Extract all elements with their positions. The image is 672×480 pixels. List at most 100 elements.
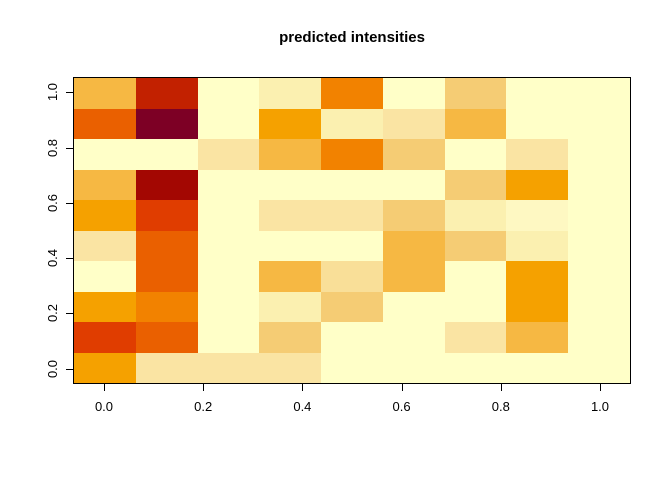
heatmap-cell (444, 352, 507, 383)
heatmap-cell (321, 230, 383, 261)
x-tick-label: 0.8 (491, 399, 510, 414)
heatmap-cell (382, 169, 445, 200)
heatmap-cell (321, 169, 383, 200)
x-tick-label: 0.0 (94, 399, 114, 414)
heatmap-cell (197, 261, 260, 292)
heatmap-cell (74, 291, 136, 322)
heatmap-cell (444, 139, 507, 170)
heatmap-cell (259, 230, 322, 261)
heatmap-cell (506, 169, 569, 200)
heatmap-cell (382, 352, 445, 383)
heatmap-cell (506, 139, 569, 170)
heatmap-cell (506, 78, 569, 109)
heatmap-cell (197, 108, 260, 139)
heatmap-cell (506, 322, 569, 353)
y-tick-label: 0.2 (45, 304, 60, 323)
heatmap-cell (197, 322, 260, 353)
heatmap-cell (259, 291, 322, 322)
x-tick-label: 0.4 (293, 399, 312, 414)
x-tick-label: 0.2 (194, 399, 213, 414)
heatmap-cell (568, 322, 630, 353)
heatmap-cell (321, 261, 383, 292)
heatmap-cell (568, 139, 630, 170)
y-tick (66, 313, 73, 315)
heatmap-cell (259, 261, 322, 292)
heatmap-cell (197, 200, 260, 231)
heatmap-cell (321, 108, 383, 139)
heatmap-cell (197, 291, 260, 322)
heatmap-cell (321, 322, 383, 353)
heatmap-cell (135, 230, 198, 261)
heatmap-cell (321, 78, 383, 109)
heatmap-cell (568, 261, 630, 292)
x-tick-label: 0.6 (392, 399, 411, 414)
heatmap-cell (382, 261, 445, 292)
heatmap-cell (568, 200, 630, 231)
heatmap-cell (444, 322, 507, 353)
heatmap-plot-area (73, 77, 631, 384)
heatmap-cell (382, 230, 445, 261)
heatmap-cell (506, 108, 569, 139)
heatmap-cell (444, 78, 507, 109)
y-tick-label: 0.8 (45, 138, 60, 157)
heatmap-cell (74, 352, 136, 383)
heatmap-cell (74, 108, 136, 139)
heatmap-cell (135, 108, 198, 139)
heatmap-cell (382, 200, 445, 231)
y-tick-label: 0.4 (45, 249, 60, 268)
x-tick (104, 384, 105, 391)
y-tick (66, 258, 73, 260)
heatmap-cell (74, 322, 136, 353)
heatmap-cell (321, 200, 383, 231)
heatmap-cell (74, 230, 136, 261)
heatmap-cell (444, 169, 507, 200)
heatmap-cell (74, 78, 136, 109)
heatmap-cell (259, 108, 322, 139)
heatmap-cell (197, 169, 260, 200)
heatmap-cell (444, 291, 507, 322)
heatmap-cell (259, 169, 322, 200)
x-tick (203, 384, 205, 391)
heatmap-cell (382, 78, 445, 109)
heatmap-cell (135, 200, 198, 231)
y-tick-label: 0.0 (45, 359, 60, 378)
heatmap-cell (197, 230, 260, 261)
heatmap-cell (197, 352, 260, 383)
heatmap-cell (444, 108, 507, 139)
heatmap-cell (321, 291, 383, 322)
heatmap-cell (506, 261, 569, 292)
heatmap-cell (506, 230, 569, 261)
heatmap-cell (568, 78, 630, 109)
heatmap-cell (444, 200, 507, 231)
heatmap-cell (135, 169, 198, 200)
heatmap-cell (506, 352, 569, 383)
heatmap-cell (135, 139, 198, 170)
heatmap-cell (444, 230, 507, 261)
heatmap-cell (135, 261, 198, 292)
heatmap-cell (568, 291, 630, 322)
heatmap-cell (506, 200, 569, 231)
heatmap-cell (568, 169, 630, 200)
heatmap-cell (259, 139, 322, 170)
y-tick (66, 368, 73, 370)
heatmap-cell (568, 352, 630, 383)
heatmap-cell (259, 200, 322, 231)
y-tick-label: 1.0 (45, 83, 60, 102)
heatmap-cell (444, 261, 507, 292)
heatmap-cell (135, 322, 198, 353)
heatmap-cell (382, 139, 445, 170)
heatmap-cell (382, 291, 445, 322)
heatmap-cell (259, 78, 322, 109)
x-tick (500, 384, 502, 391)
heatmap-cell (135, 78, 198, 109)
y-tick (66, 147, 73, 149)
heatmap-cell (321, 352, 383, 383)
x-tick (401, 384, 403, 391)
heatmap-cell (74, 139, 136, 170)
x-tick (600, 384, 601, 391)
heatmap-cell (382, 108, 445, 139)
heatmap-cell (568, 230, 630, 261)
x-tick-label: 1.0 (590, 399, 610, 414)
heatmap-cell (259, 322, 322, 353)
